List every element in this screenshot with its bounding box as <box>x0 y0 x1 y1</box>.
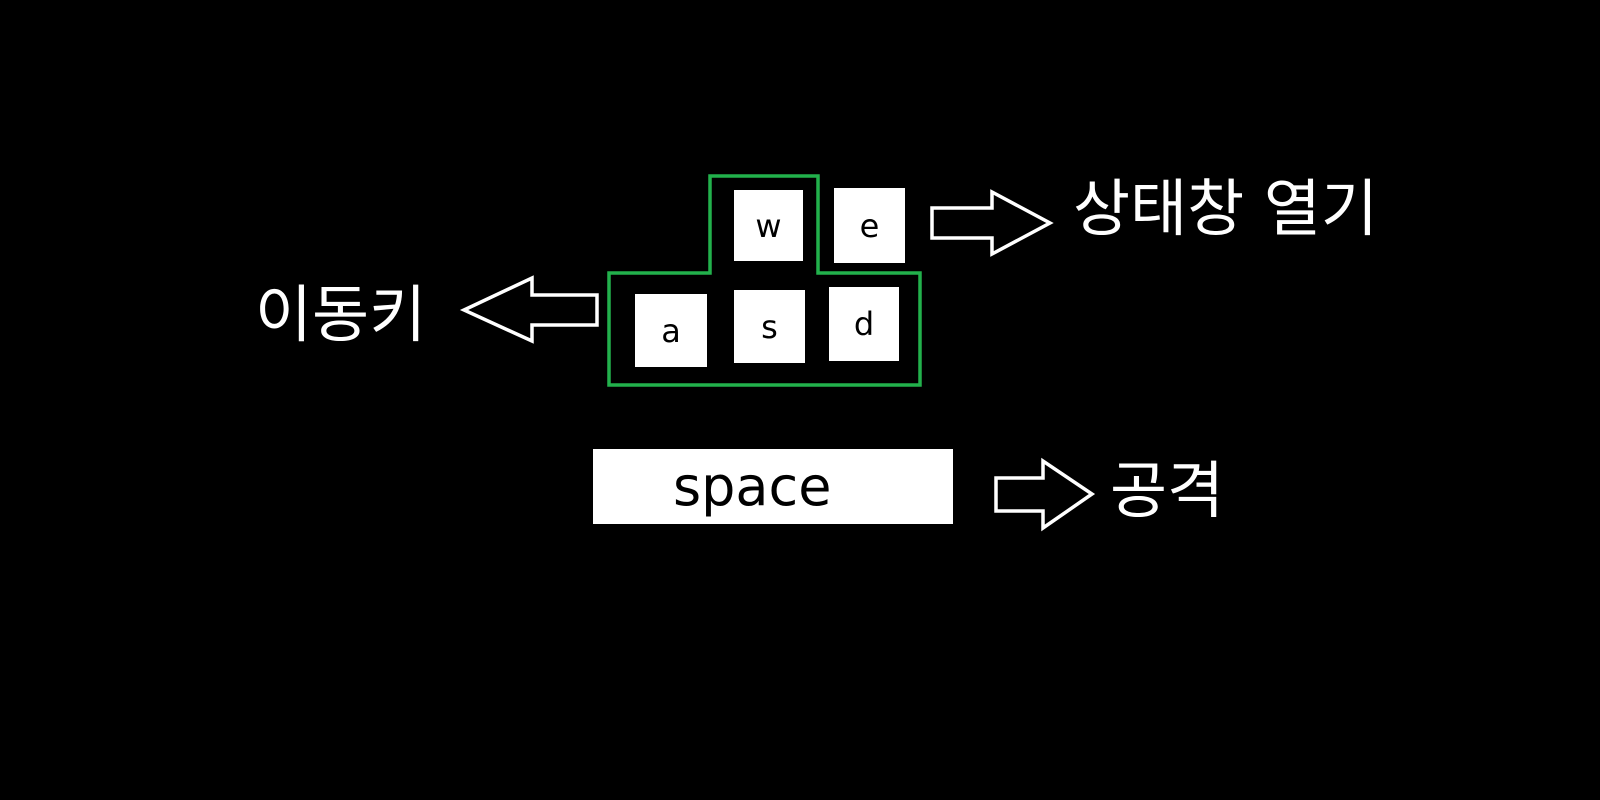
arrow-status-icon <box>930 189 1054 257</box>
arrow-attack-icon <box>994 457 1096 532</box>
label-open-status-window: 상태창 열기 <box>1073 172 1378 245</box>
arrow-move-icon <box>459 275 599 344</box>
label-attack: 공격 <box>1110 454 1225 527</box>
label-movement-keys: 이동키 <box>255 278 427 351</box>
key-w: w <box>734 190 803 261</box>
key-e: e <box>834 188 905 263</box>
key-space: space <box>593 449 953 524</box>
key-s: s <box>734 290 805 363</box>
key-a: a <box>635 294 707 367</box>
key-d: d <box>829 287 899 361</box>
